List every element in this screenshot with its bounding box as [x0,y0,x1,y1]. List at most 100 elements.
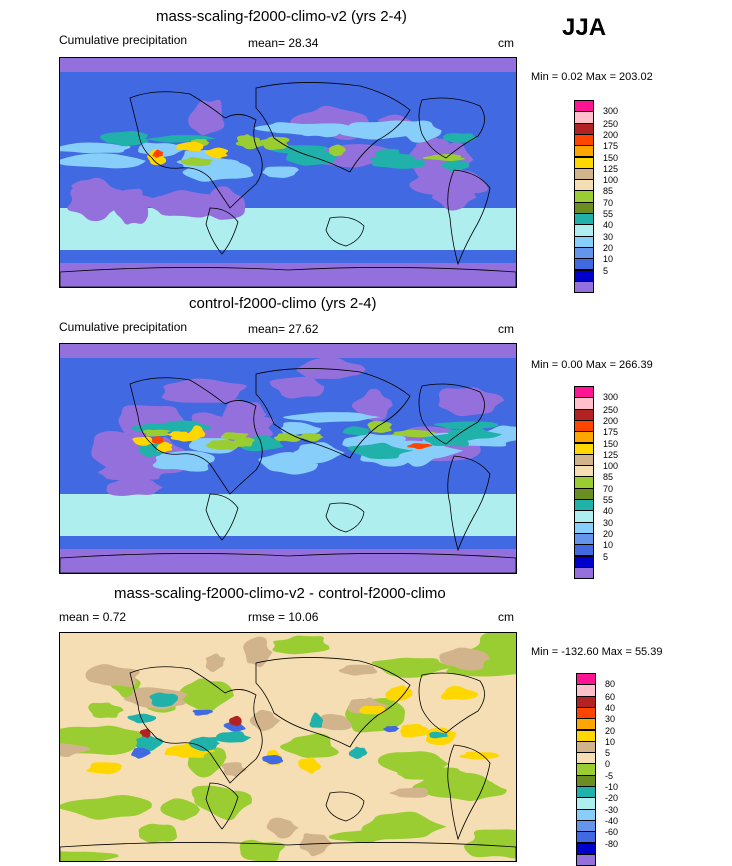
field-contour [205,439,241,450]
field-contour [299,833,333,857]
field-contour [429,731,449,739]
colorbar-tick-label: 250 [603,404,619,415]
colorbar-tick-label: -40 [605,815,619,826]
field-contour [85,664,140,687]
colorbar-tick-label: 10 [605,736,616,747]
colorbar-tick-label: 80 [605,679,616,690]
field-contour [188,736,220,752]
colorbar-tick-label: 175 [603,427,619,438]
coastline [418,97,485,159]
field-contour [423,433,475,447]
field-contour [464,829,516,859]
field-contour [60,742,91,758]
field-contour [163,420,205,429]
field-contour [338,664,378,676]
season-label: JJA [562,14,607,41]
field-contour [136,734,164,751]
field-contour [293,442,345,464]
field-contour [192,709,213,716]
coastline [447,455,491,552]
coastline [255,657,411,748]
colorbar-tick-label: 125 [603,449,619,460]
field-contour [167,431,191,437]
coastline [129,91,263,209]
panel-3-units: cm [498,610,514,624]
field-contour [377,751,449,778]
colorbar-tick-label: -20 [605,793,619,804]
colorbar-tick-label: 85 [603,472,614,483]
field-contour [191,785,231,801]
field-contour [132,436,157,446]
field-contour [392,120,442,143]
panel-3-map [59,632,517,862]
field-contour [205,653,226,673]
colorbar-tick-label: 100 [603,175,619,186]
field-contour [389,787,429,798]
field-contour [60,142,131,154]
coastline [325,791,365,822]
field-contour [161,378,247,403]
panel-3-mean: mean = 0.72 [59,610,127,624]
field-contour [156,441,173,453]
field-contour [359,705,386,715]
coastline [255,368,411,459]
field-contour [391,429,438,438]
field-contour [204,147,229,159]
field-contour [422,154,466,162]
field-contour [152,149,164,158]
panel-1-variable-label: Cumulative precipitation [59,33,188,47]
field-contour [60,153,146,169]
panel-1-units: cm [498,36,514,50]
field-contour [440,686,479,700]
colorbar-tick-label: 300 [603,106,619,117]
field-contour [348,746,368,759]
field-contour [262,755,284,765]
colorbar-tick-label: 40 [603,506,614,517]
colorbar-tick-label: 100 [603,461,619,472]
field-contour [215,730,252,743]
coastline [418,672,485,734]
field-contour [178,678,235,712]
panel-1-mean: mean= 28.34 [248,36,319,50]
field-contour [160,798,201,821]
coastline [255,82,411,173]
field-contour [139,728,151,738]
colorbar-swatch [574,280,594,294]
coastline [60,553,516,573]
field-contour [203,186,246,220]
panel-2-variable-label: Cumulative precipitation [59,320,188,334]
field-contour [93,193,159,211]
field-contour [180,156,214,167]
colorbar-tick-label: 20 [603,242,614,253]
field-contour [282,123,355,136]
colorbar-tick-label: 175 [603,141,619,152]
field-band [60,549,516,573]
coastline [325,502,365,533]
panel-2-title: control-f2000-climo (yrs 2-4) [189,295,377,312]
field-contour [442,133,478,143]
field-contour [309,712,324,728]
field-contour [138,823,178,843]
colorbar-tick-label: 5 [603,551,609,562]
field-contour [342,426,370,436]
panel-2-map [59,343,517,574]
colorbar-tick-label: 70 [603,483,614,494]
field-contour [236,134,256,147]
field-contour [151,436,164,444]
colorbar-tick-label: 10 [603,254,614,265]
field-contour [88,702,124,719]
colorbar-tick-label: 30 [603,231,614,242]
colorbar-tick-label: 200 [603,415,619,426]
colorbar-tick-label: 300 [603,392,619,403]
field-contour [459,751,500,760]
field-contour [188,425,206,440]
colorbar-tick-label: 150 [603,438,619,449]
coastline [129,666,263,784]
coastline [205,782,239,830]
colorbar-tick-label: -30 [605,804,619,815]
colorbar-tick-label: 200 [603,129,619,140]
field-contour [131,747,151,759]
colorbar-tick-label: 40 [603,220,614,231]
colorbar-tick-label: -60 [605,827,619,838]
colorbar-tick-label: 0 [605,759,611,770]
